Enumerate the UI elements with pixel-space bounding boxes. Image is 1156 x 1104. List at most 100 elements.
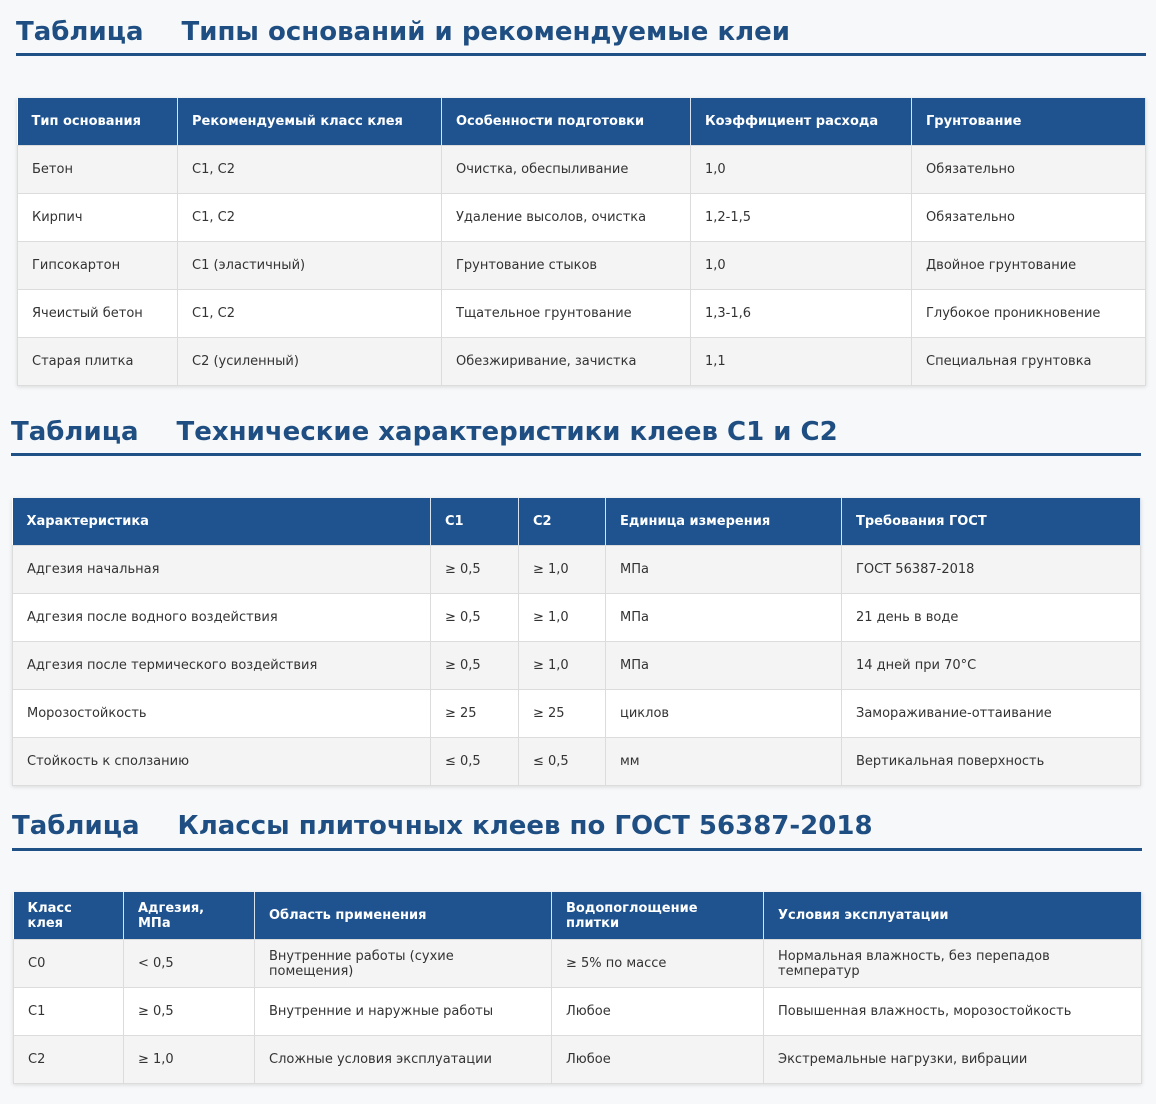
table-cell: Двойное грунтование <box>911 241 1146 290</box>
table-cell: Гипсокартон <box>17 241 178 290</box>
table-title: Таблица Технические характеристики клеев … <box>11 416 838 448</box>
table-row: C0 < 0,5 Внутренние работы (сухие помещени… <box>13 939 1142 988</box>
table-cell: 1,0 <box>690 241 912 290</box>
table-cell: 14 дней при 70°C <box>841 641 1141 690</box>
data-table: Класс клея Адгезия, МПа Область применения… <box>13 892 1142 1084</box>
table-cell: Обязательно <box>911 193 1146 242</box>
table-cell: Вертикальная поверхность <box>841 737 1141 786</box>
table-cell: Глубокое проникновение <box>911 289 1146 338</box>
table-heading: Технические характеристики клеев C1 и C2 <box>176 417 838 447</box>
table-cell: Любое <box>551 1035 764 1084</box>
table-cell: Тщательное грунтование <box>441 289 691 338</box>
table-title: Таблица Классы плиточных клеев по ГОСТ 56… <box>12 810 873 842</box>
table-cell: C1, C2 <box>177 193 442 242</box>
table-cell: 1,0 <box>690 145 912 194</box>
table-cell: ГОСТ 56387-2018 <box>841 545 1141 594</box>
table-cell: ≥ 1,0 <box>123 1035 255 1084</box>
table-cell: ≤ 0,5 <box>430 737 519 786</box>
column-header: Коэффициент расхода <box>690 98 912 146</box>
table-cell: ≥ 0,5 <box>430 641 519 690</box>
table-cell: Внутренние и наружные работы <box>254 987 552 1036</box>
table-cell: Грунтование стыков <box>441 241 691 290</box>
table-heading: Классы плиточных клеев по ГОСТ 56387-201… <box>177 811 873 841</box>
table-cell: ≥ 1,0 <box>518 545 606 594</box>
table-cell: ≥ 25 <box>518 689 606 738</box>
table-row: Адгезия после термического воздействия ≥ … <box>12 641 1141 690</box>
table-cell: Обезжиривание, зачистка <box>441 337 691 386</box>
table-cell: ≥ 0,5 <box>430 593 519 642</box>
table-cell: Сложные условия эксплуатации <box>254 1035 552 1084</box>
table-cell: C1, C2 <box>177 289 442 338</box>
table-label: Таблица <box>11 417 139 447</box>
column-header: C1 <box>430 498 519 546</box>
title-underline <box>16 53 1146 56</box>
column-header: Единица измерения <box>605 498 842 546</box>
column-header: Особенности подготовки <box>441 98 691 146</box>
table-row: Морозостойкость ≥ 25 ≥ 25 циклов Замораживан… <box>12 689 1141 738</box>
table-cell: ≥ 1,0 <box>518 641 606 690</box>
table-row: Стойкость к сползанию ≤ 0,5 ≤ 0,5 мм Вертика… <box>12 737 1141 786</box>
table-cell: C1, C2 <box>177 145 442 194</box>
table-cell: Очистка, обеспыливание <box>441 145 691 194</box>
table-cell: Обязательно <box>911 145 1146 194</box>
table-row: Кирпич C1, C2 Удаление высолов, очистка 1,2… <box>17 193 1146 242</box>
table-cell: ≥ 25 <box>430 689 519 738</box>
table-cell: Замораживание-оттаивание <box>841 689 1141 738</box>
column-header: Грунтование <box>911 98 1146 146</box>
column-header: Рекомендуемый класс клея <box>177 98 442 146</box>
header-row: Характеристика C1 C2 Единица измерения Требо… <box>12 498 1141 546</box>
table-cell: Бетон <box>17 145 178 194</box>
table-cell: C1 <box>13 987 124 1036</box>
title-underline <box>11 453 1141 456</box>
table-cell: Старая плитка <box>17 337 178 386</box>
table-cell: Нормальная влажность, без перепадов темп… <box>763 939 1142 988</box>
table-cell: Кирпич <box>17 193 178 242</box>
table-cell: 1,1 <box>690 337 912 386</box>
table-cell: Повышенная влажность, морозостойкость <box>763 987 1142 1036</box>
column-header: Класс клея <box>13 892 124 940</box>
table-row: Старая плитка C2 (усиленный) Обезжиривание… <box>17 337 1146 386</box>
table-cell: ≥ 0,5 <box>123 987 255 1036</box>
table-cell: Специальная грунтовка <box>911 337 1146 386</box>
table-label: Таблица <box>16 17 144 47</box>
table-cell: Адгезия начальная <box>12 545 431 594</box>
table-cell: циклов <box>605 689 842 738</box>
table-cell: Любое <box>551 987 764 1036</box>
table-cell: ≥ 1,0 <box>518 593 606 642</box>
table-label: Таблица <box>12 811 140 841</box>
header-row: Тип основания Рекомендуемый класс клея Осо… <box>17 98 1146 146</box>
data-table: Характеристика C1 C2 Единица измерения Требо… <box>12 498 1141 786</box>
column-header: Тип основания <box>17 98 178 146</box>
column-header: Характеристика <box>12 498 431 546</box>
header-row: Класс клея Адгезия, МПа Область применения… <box>13 892 1142 940</box>
table-cell: Адгезия после термического воздействия <box>12 641 431 690</box>
table-cell: C2 (усиленный) <box>177 337 442 386</box>
table-cell: 21 день в воде <box>841 593 1141 642</box>
column-header: Условия эксплуатации <box>763 892 1142 940</box>
table-cell: 1,2-1,5 <box>690 193 912 242</box>
column-header: Область применения <box>254 892 552 940</box>
table-cell: ≤ 0,5 <box>518 737 606 786</box>
table-cell: мм <box>605 737 842 786</box>
title-underline <box>12 848 1142 851</box>
table-cell: Ячеистый бетон <box>17 289 178 338</box>
table-cell: МПа <box>605 545 842 594</box>
table-row: C2 ≥ 1,0 Сложные условия эксплуатации Любое… <box>13 1035 1142 1084</box>
table-row: Бетон C1, C2 Очистка, обеспыливание 1,0 Обяз… <box>17 145 1146 194</box>
column-header: Адгезия, МПа <box>123 892 255 940</box>
table-cell: 1,3-1,6 <box>690 289 912 338</box>
data-table: Тип основания Рекомендуемый класс клея Осо… <box>17 98 1146 386</box>
table-cell: C1 (эластичный) <box>177 241 442 290</box>
table-row: Гипсокартон C1 (эластичный) Грунтование ст… <box>17 241 1146 290</box>
table-row: Адгезия начальная ≥ 0,5 ≥ 1,0 МПа ГОСТ 56387… <box>12 545 1141 594</box>
table-cell: C2 <box>13 1035 124 1084</box>
table-row: C1 ≥ 0,5 Внутренние и наружные работы Любое… <box>13 987 1142 1036</box>
table-cell: < 0,5 <box>123 939 255 988</box>
table-cell: ≥ 5% по массе <box>551 939 764 988</box>
table-row: Адгезия после водного воздействия ≥ 0,5 ≥ … <box>12 593 1141 642</box>
table-cell: Морозостойкость <box>12 689 431 738</box>
table-cell: ≥ 0,5 <box>430 545 519 594</box>
table-heading: Типы оснований и рекомендуемые клеи <box>181 17 790 47</box>
table-cell: МПа <box>605 641 842 690</box>
column-header: Требования ГОСТ <box>841 498 1141 546</box>
